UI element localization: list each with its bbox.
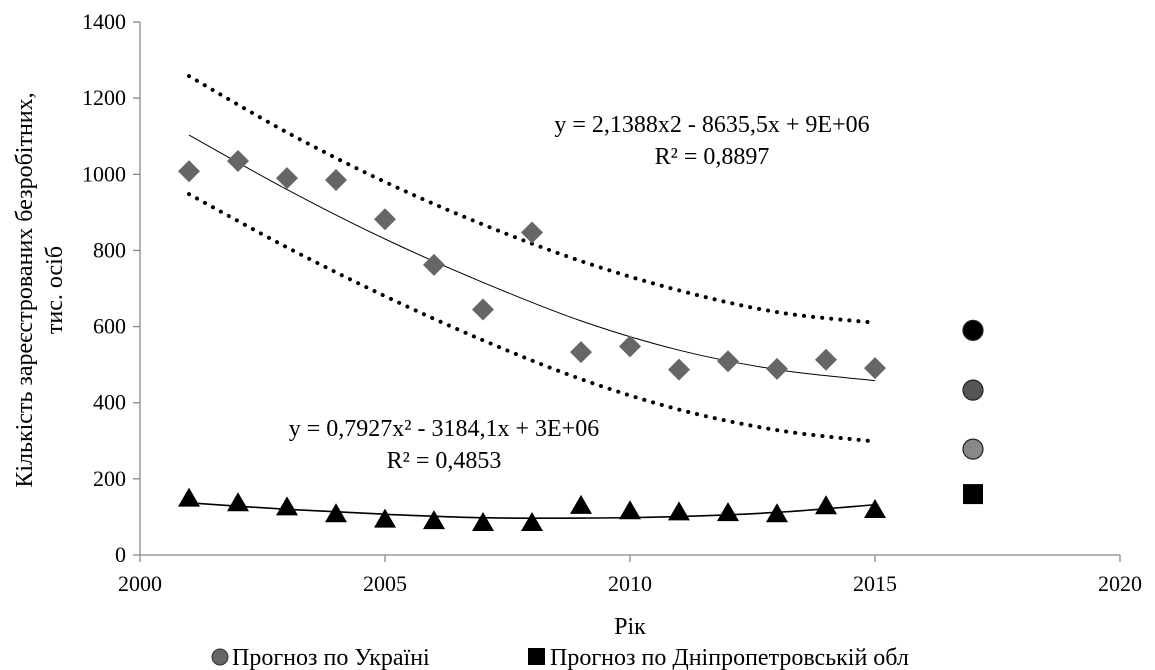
point-dnipro [619,500,641,520]
y-tick-label: 1000 [82,161,126,186]
point-dnipro [472,512,494,532]
trendlines [187,74,877,520]
x-tick-label: 2010 [608,571,652,596]
confidence-lower [187,192,877,444]
point-ukraine [325,168,347,191]
point-ukraine [619,335,641,358]
y-axis-title: Кількість зареєстрованих безробітних, [12,92,38,487]
legend-marker-ukraine [211,648,229,666]
legend-label-ukraine: Прогноз по Україні [232,645,430,670]
point-ukraine [374,208,396,231]
point-ukraine [570,341,592,364]
r2-dnipro: R² = 0,4853 [387,448,502,474]
y-tick-label: 1200 [82,85,126,110]
y-tick-label: 200 [93,466,126,491]
y-tick-label: 0 [115,542,126,567]
point-dnipro [521,512,543,532]
x-tick-label: 2015 [853,571,897,596]
point-ukraine [815,348,837,371]
data-marks [178,149,984,532]
point-dnipro [423,510,445,530]
point-ukraine [766,357,788,380]
y-axis-title-units: тис. осіб [42,246,68,334]
point-ukraine [717,350,739,373]
equation-ukraine: y = 2,1388x2 - 8635,5x + 9E+06 [554,112,869,138]
legend-label-dnipro: Прогноз по Дніпропетровській обл [550,645,909,670]
point-dnipro [668,501,690,521]
point-dnipro [717,502,739,522]
point-dnipro [766,503,788,523]
point-ukraine [668,358,690,381]
y-tick-label: 800 [93,237,126,262]
forecast-point [962,438,984,460]
forecast-point [963,484,983,505]
x-tick-label: 2000 [118,571,162,596]
point-dnipro [178,487,200,507]
y-tick-label: 1400 [82,9,126,34]
point-dnipro [276,496,298,516]
point-dnipro [325,503,347,523]
y-tick-label: 600 [93,314,126,339]
point-ukraine [276,167,298,190]
point-ukraine [423,253,445,276]
forecast-point [962,319,984,341]
point-ukraine [864,357,886,380]
x-axis-title: Рік [614,614,646,640]
point-ukraine [178,160,200,183]
point-ukraine [472,298,494,321]
confidence-upper [187,74,877,325]
point-dnipro [570,494,592,514]
y-tick-label: 400 [93,390,126,415]
r2-ukraine: R² = 0,8897 [655,144,770,170]
legend: Прогноз по Україні Прогноз по Дніпропетр… [211,645,909,670]
x-tick-label: 2005 [363,571,407,596]
point-dnipro [864,499,886,519]
legend-marker-dnipro [528,648,545,665]
trendline-ukraine [188,134,876,382]
forecast-point [962,379,984,401]
axes: 0 200 400 600 800 1000 1200 1400 2000 2005 2010 201… [82,9,1142,596]
x-tick-label: 2020 [1098,571,1142,596]
point-ukraine [521,221,543,244]
point-dnipro [815,495,837,515]
point-ukraine [227,149,249,172]
point-dnipro [374,508,396,528]
point-dnipro [227,492,249,512]
equation-dnipro: y = 0,7927x² - 3184,1x + 3E+06 [289,416,599,442]
